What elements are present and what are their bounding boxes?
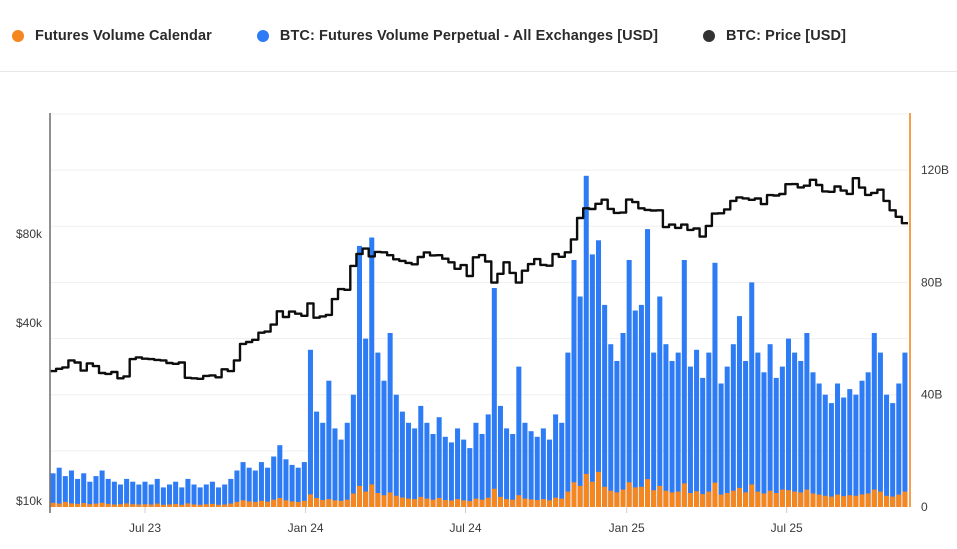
right-axis-labels: 120B 80B 40B 0 — [921, 163, 949, 514]
legend-divider — [0, 71, 957, 72]
svg-text:$10k: $10k — [16, 494, 43, 508]
calendar-volume-bars — [50, 471, 908, 507]
grid-lines — [50, 113, 908, 452]
svg-text:Jul 23: Jul 23 — [129, 521, 161, 535]
price-series-dot-icon — [703, 29, 716, 42]
legend-item-btc-price[interactable]: BTC: Price [USD] — [703, 28, 846, 44]
left-axis-labels: $80k $40k $10k — [16, 227, 43, 508]
svg-text:Jan 25: Jan 25 — [609, 521, 645, 535]
legend-label-price: BTC: Price [USD] — [726, 27, 847, 44]
perp-volume-bars — [50, 175, 908, 508]
legend-item-futures-volume-calendar[interactable]: Futures Volume Calendar — [12, 28, 212, 44]
legend-label-calendar: Futures Volume Calendar — [35, 27, 212, 44]
legend-label-perpetual: BTC: Futures Volume Perpetual - All Exch… — [279, 27, 659, 44]
calendar-series-dot-icon — [12, 29, 24, 42]
svg-text:Jan 24: Jan 24 — [288, 521, 324, 535]
chart-area[interactable]: $80k $40k $10k 120B 80B 40B 0 Jul 23 Jan 24 Jul 2… — [0, 72, 957, 549]
price-line — [50, 177, 908, 380]
legend-item-perpetual-volume[interactable]: BTC: Futures Volume Perpetual - All Exch… — [256, 27, 659, 44]
svg-text:Jul 25: Jul 25 — [771, 521, 803, 535]
chart-legend: Futures Volume Calendar BTC: Futures Vol… — [0, 0, 957, 71]
svg-text:0: 0 — [921, 500, 928, 514]
svg-text:$80k: $80k — [16, 227, 43, 241]
svg-text:Jul 24: Jul 24 — [449, 521, 481, 535]
svg-text:120B: 120B — [921, 163, 949, 177]
x-ticks — [144, 507, 788, 513]
x-tick-labels: Jul 23 Jan 24 Jul 24 Jan 25 Jul 25 — [129, 521, 803, 535]
svg-text:$40k: $40k — [16, 316, 43, 330]
svg-text:80B: 80B — [921, 275, 942, 289]
perpetual-series-dot-icon — [256, 29, 269, 42]
svg-text:40B: 40B — [921, 388, 942, 402]
